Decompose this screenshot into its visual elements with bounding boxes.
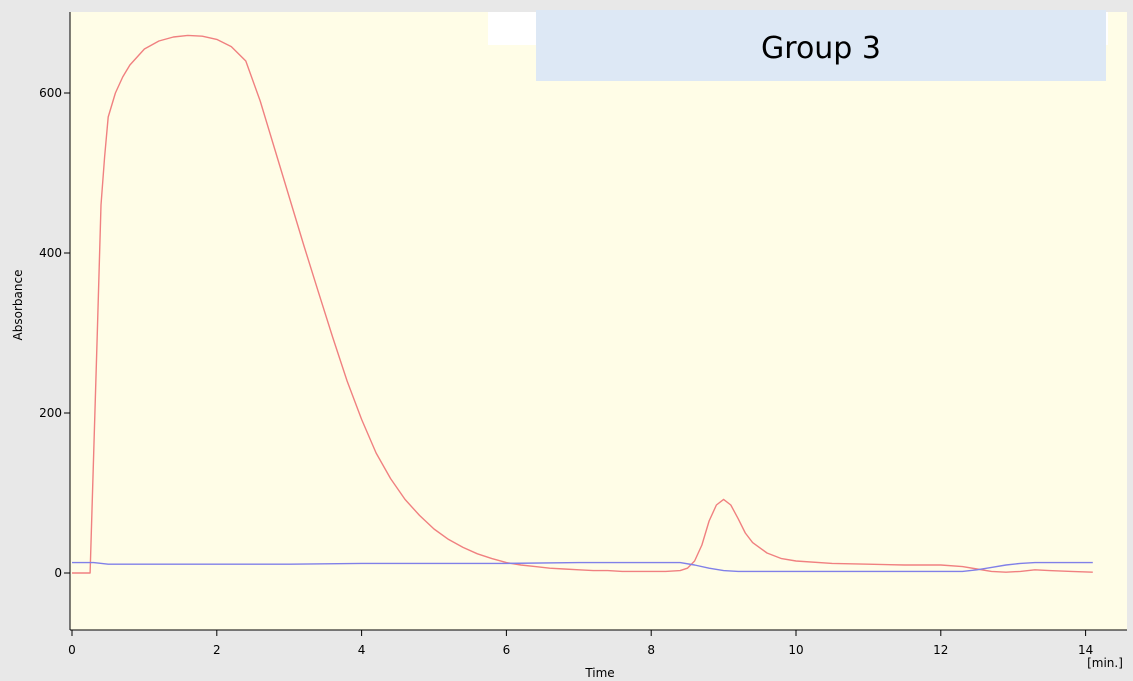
y-axis-label: Absorbance <box>11 270 25 341</box>
x-tick-label: 10 <box>788 643 803 657</box>
y-tick-label: 600 <box>39 86 62 100</box>
series-layer <box>72 34 1093 574</box>
x-tick-label: 12 <box>933 643 948 657</box>
x-tick-label: 8 <box>647 643 655 657</box>
x-tick-label: 2 <box>213 643 221 657</box>
series-line-blue <box>72 561 1093 573</box>
series-line-red <box>72 34 1093 574</box>
title-box <box>536 10 1106 81</box>
x-ticks: 0 2 4 6 8 10 12 14 <box>68 630 1093 657</box>
y-tick-label: 400 <box>39 246 62 260</box>
x-axis-label: Time <box>584 666 614 680</box>
y-ticks: 0 200 400 600 <box>39 86 70 580</box>
y-tick-label: 200 <box>39 406 62 420</box>
x-tick-label: 14 <box>1078 643 1093 657</box>
x-tick-label: 4 <box>358 643 366 657</box>
x-tick-label: 0 <box>68 643 76 657</box>
plot-area <box>70 12 1127 630</box>
x-tick-label: 6 <box>503 643 511 657</box>
y-tick-label: 0 <box>54 566 62 580</box>
chart-title: Group 3 <box>761 31 881 66</box>
x-axis-unit: [min.] <box>1087 656 1123 670</box>
